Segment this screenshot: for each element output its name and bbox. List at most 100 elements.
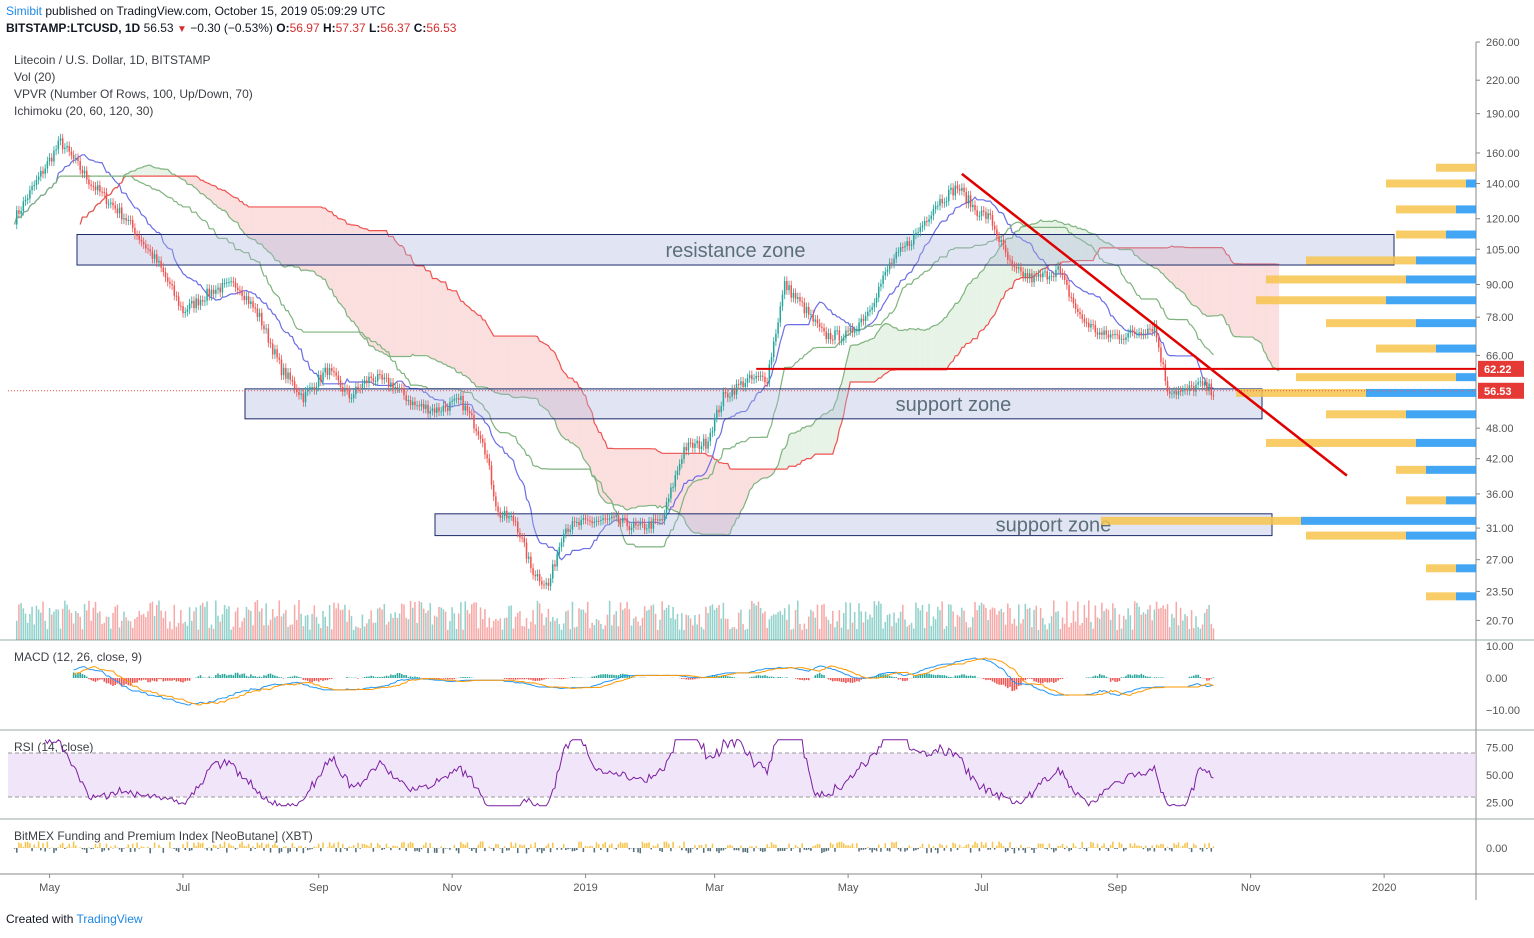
volume-bar — [939, 610, 941, 640]
bitmex-bar — [985, 842, 987, 848]
volume-bar — [521, 625, 523, 640]
candle-body — [405, 395, 407, 401]
volume-bar — [836, 621, 838, 640]
rsi-legend[interactable]: RSI (14, close) — [14, 740, 94, 754]
bitmex-bar — [416, 848, 418, 851]
cloud-segment — [559, 362, 562, 436]
volume-bar — [737, 612, 740, 640]
bitmex-bar — [462, 843, 464, 848]
volume-bar — [433, 615, 436, 640]
cloud-segment — [544, 343, 547, 410]
volume-bar — [1087, 600, 1090, 640]
macd-bar — [1197, 674, 1199, 678]
cloud-segment — [423, 265, 426, 356]
publish-line: Simibit published on TradingView.com, Oc… — [6, 4, 385, 18]
macd-bar — [162, 678, 165, 682]
candle-body — [987, 213, 989, 219]
bitmex-bar — [1009, 842, 1011, 848]
candle-body — [322, 372, 324, 382]
candle-body — [85, 170, 88, 180]
candle-body — [105, 192, 108, 205]
macd-bar — [271, 674, 274, 678]
vpvr-legend[interactable]: VPVR (Number Of Rows, 100, Up/Down, 70) — [14, 87, 253, 101]
candle-body — [96, 185, 99, 191]
bitmex-bar — [606, 848, 609, 853]
bitmex-bar — [331, 845, 333, 848]
macd-bar — [838, 678, 841, 682]
cloud-segment — [196, 176, 199, 191]
volume-bar — [917, 608, 919, 640]
candle-body — [1026, 273, 1029, 279]
cloud-segment — [909, 328, 912, 370]
macd-bar — [164, 678, 167, 681]
candle-body — [536, 573, 539, 577]
cloud-segment — [878, 327, 881, 378]
cloud-segment — [1261, 263, 1264, 352]
macd-bar — [112, 678, 114, 686]
volume-bar — [711, 604, 714, 640]
cloud-segment — [714, 459, 717, 535]
cloud-segment — [694, 453, 698, 534]
bitmex-bar — [508, 848, 510, 851]
volume-bar — [871, 617, 873, 640]
candle-body — [934, 205, 937, 210]
bitmex-bar — [628, 848, 631, 850]
bitmex-bar — [576, 848, 578, 851]
macd-bar — [1206, 678, 1208, 681]
bitmex-bar — [1011, 848, 1013, 850]
bitmex-bar — [442, 848, 445, 854]
bitmex-bar — [1033, 848, 1035, 853]
author-name[interactable]: Simibit — [6, 4, 43, 18]
candle-body — [348, 389, 351, 399]
bitmex-bar — [344, 848, 346, 849]
bitmex-bar — [652, 845, 655, 848]
candle-body — [1203, 382, 1206, 386]
bitmex-legend[interactable]: BitMEX Funding and Premium Index [NeoBut… — [14, 829, 313, 843]
macd-bar — [814, 675, 817, 678]
candle-body — [1066, 279, 1068, 286]
candle-body — [1208, 383, 1210, 391]
candle-body — [379, 374, 381, 376]
bitmex-bar — [372, 848, 375, 852]
volume-bar — [1195, 616, 1197, 640]
bitmex-bar — [293, 847, 296, 848]
cloud-segment — [1265, 263, 1269, 360]
candle-body — [722, 391, 725, 407]
cloud-segment — [760, 469, 763, 480]
candle-body — [827, 332, 830, 340]
macd-bar — [1009, 678, 1011, 687]
bitmex-bar — [530, 844, 532, 848]
macd-bar — [1193, 675, 1195, 678]
bitmex-bar — [932, 846, 935, 848]
candle-body — [788, 285, 790, 291]
ichimoku-legend[interactable]: Ichimoku (20, 60, 120, 30) — [14, 104, 154, 118]
tradingview-logo[interactable]: TradingView — [76, 912, 143, 926]
cloud-segment — [305, 206, 308, 271]
volume-bar — [223, 604, 226, 640]
volume-bar — [1171, 613, 1173, 640]
candle-body — [156, 254, 158, 263]
vol-legend[interactable]: Vol (20) — [14, 70, 56, 84]
candle-body — [438, 407, 440, 412]
candle-body — [891, 262, 893, 264]
candle-body — [576, 521, 578, 523]
bitmex-bar — [440, 846, 442, 848]
last-price: 56.53 — [143, 21, 174, 35]
bitmex-bar — [42, 843, 44, 848]
volume-bar — [475, 602, 477, 640]
cloud-segment — [1160, 247, 1164, 274]
macd-legend[interactable]: MACD (12, 26, close, 9) — [14, 650, 143, 664]
macd-bar — [617, 675, 620, 678]
bitmex-bar — [390, 848, 392, 851]
candle-body — [860, 318, 862, 323]
cloud-segment — [362, 228, 365, 340]
bitmex-bar — [551, 842, 554, 848]
volume-bar — [333, 602, 335, 640]
volume-bar — [1031, 627, 1033, 640]
volume-bar — [1136, 602, 1138, 640]
cloud-segment — [596, 426, 599, 493]
cloud-segment — [430, 271, 433, 359]
bitmex-bar — [759, 848, 762, 852]
bitmex-bar — [212, 844, 215, 848]
